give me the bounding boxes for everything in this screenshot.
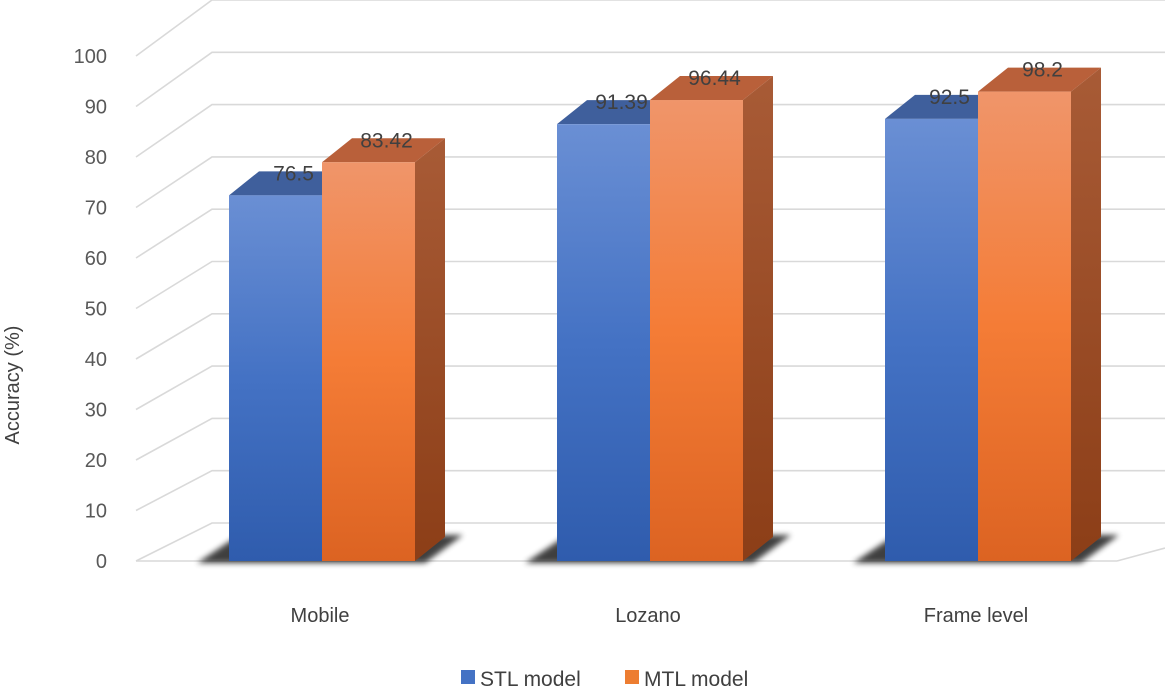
- bar-top-face: [978, 67, 1101, 92]
- y-axis-label: Accuracy (%): [2, 326, 24, 445]
- data-label: 83.42: [360, 129, 413, 152]
- bar-top-face: [650, 76, 773, 101]
- y-tick-label: 70: [85, 198, 107, 220]
- gridline-50: [135, 260, 1165, 310]
- bar-mobile-mtl-model: [322, 138, 445, 562]
- gridline-10: [135, 469, 1165, 512]
- legend-item-stl-model: STL model: [461, 668, 581, 687]
- bar-frame-level-mtl-model: [978, 67, 1101, 561]
- bar-lozano-mtl-model: [650, 76, 773, 562]
- bars: [229, 67, 1101, 562]
- legend-item-mtl-model: MTL model: [625, 668, 748, 687]
- data-label: 92.5: [929, 86, 970, 109]
- bar-front-face: [885, 118, 978, 561]
- bar-front-face: [650, 100, 743, 562]
- bar-top-face: [557, 100, 680, 125]
- gridline-20: [135, 417, 1165, 461]
- y-tick-label: 50: [85, 299, 107, 321]
- x-category-label: Lozano: [615, 605, 681, 627]
- bar-side-face: [415, 138, 445, 562]
- legend-label: MTL model: [644, 668, 748, 687]
- legend-swatch: [461, 670, 475, 684]
- legend: STL model MTL model: [461, 668, 748, 687]
- gridline-60: [135, 208, 1165, 259]
- bar-side-face: [743, 76, 773, 562]
- data-label: 96.44: [688, 67, 741, 90]
- y-tick-label: 40: [85, 349, 107, 371]
- gridline-90: [135, 51, 1165, 108]
- x-category-label: Frame level: [924, 605, 1028, 627]
- data-label: 98.2: [1022, 59, 1063, 82]
- bar-front-face: [322, 162, 415, 562]
- legend-swatch: [625, 670, 639, 684]
- floor-right-edge: [1116, 547, 1165, 562]
- legend-label: STL model: [480, 668, 581, 687]
- bar-front-face: [229, 195, 322, 561]
- x-category-label: Mobile: [291, 605, 350, 627]
- data-labels: 76.5 83.42 91.39 96.44 92.5 98.2: [273, 59, 1063, 186]
- y-tick-label: 10: [85, 501, 107, 523]
- bar-top-face: [229, 171, 352, 196]
- bar-top-face: [322, 138, 445, 163]
- bar-top-face: [885, 94, 1008, 119]
- gridline-70: [135, 156, 1165, 209]
- y-tick-label: 20: [85, 450, 107, 472]
- bar-front-face: [557, 124, 650, 562]
- gridline-30: [135, 365, 1165, 411]
- bar-side-face: [1071, 67, 1101, 561]
- y-axis-ticks: 0 10 20 30 40 50 60 70 80 90 100: [74, 46, 107, 573]
- bar-front-face: [978, 91, 1071, 561]
- y-tick-label: 30: [85, 400, 107, 422]
- data-label: 91.39: [595, 91, 648, 114]
- y-tick-label: 90: [85, 97, 107, 119]
- gridline-0: [135, 522, 1165, 562]
- y-tick-label: 60: [85, 248, 107, 270]
- data-label: 76.5: [273, 162, 314, 185]
- x-axis-categories: Mobile Lozano Frame level: [291, 605, 1029, 627]
- y-tick-label: 0: [96, 551, 107, 573]
- gridline-40: [135, 312, 1165, 360]
- gridline-100: [135, 0, 1165, 57]
- y-tick-label: 100: [74, 46, 107, 68]
- y-tick-label: 80: [85, 147, 107, 169]
- gridline-80: [135, 103, 1165, 158]
